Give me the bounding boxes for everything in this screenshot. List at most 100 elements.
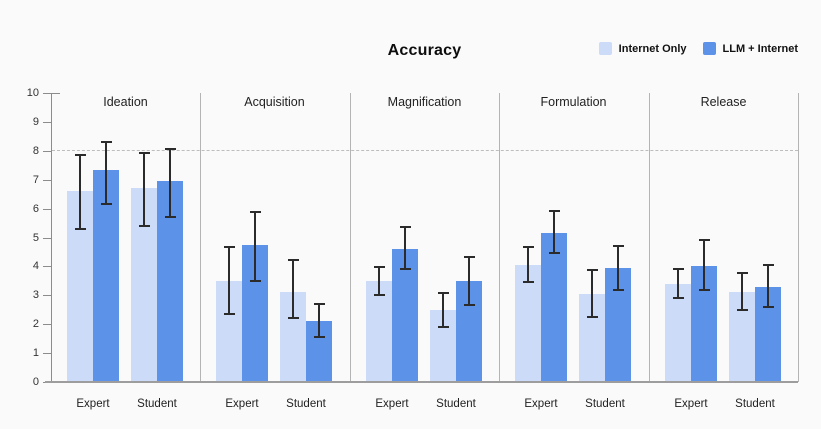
error-bar-cap-top — [400, 226, 411, 228]
error-bar-line — [143, 152, 145, 226]
error-bar-cap-bottom — [400, 268, 411, 270]
y-tick — [43, 122, 51, 123]
error-bar-cap-bottom — [139, 225, 150, 227]
error-bar-cap-top — [374, 266, 385, 268]
x-group-label: Student — [286, 398, 326, 410]
panel-title: Formulation — [540, 95, 607, 109]
error-bar-line — [553, 210, 555, 253]
error-bar-line — [591, 269, 593, 317]
y-tick-label: 5 — [32, 232, 39, 244]
legend-item-internet-only: Internet Only — [598, 42, 687, 55]
error-bar-cap-bottom — [699, 289, 710, 291]
x-group-label: Expert — [524, 398, 558, 410]
y-tick — [43, 295, 51, 296]
legend-item-llm-internet: LLM + Internet — [702, 42, 798, 55]
error-bar-cap-bottom — [464, 304, 475, 306]
error-bar-cap-bottom — [587, 316, 598, 318]
y-tick-label: 8 — [32, 145, 39, 157]
y-tick-label: 2 — [32, 318, 39, 330]
panel-title: Release — [700, 95, 747, 109]
y-tick-label: 9 — [32, 116, 39, 128]
error-bar-line — [468, 256, 470, 305]
y-tick — [43, 353, 51, 354]
error-bar-cap-top — [699, 239, 710, 241]
error-bar-cap-bottom — [224, 313, 235, 315]
bar-formulation-expert-internet-only — [515, 265, 541, 381]
y-tick — [43, 151, 51, 152]
error-bar-cap-bottom — [75, 228, 86, 230]
x-group-label: Student — [735, 398, 775, 410]
x-group-label: Expert — [375, 398, 409, 410]
panel-title: Ideation — [103, 95, 148, 109]
error-bar-line — [169, 148, 171, 217]
error-bar-cap-top — [75, 154, 86, 156]
panel-title: Magnification — [387, 95, 462, 109]
error-bar-cap-bottom — [763, 306, 774, 308]
error-bar-cap-bottom — [673, 297, 684, 299]
error-bar-cap-top — [314, 303, 325, 305]
error-bar-line — [105, 141, 107, 204]
reference-line — [52, 150, 798, 151]
panel-title: Acquisition — [244, 95, 305, 109]
error-bar-cap-top — [139, 152, 150, 154]
error-bar-cap-bottom — [438, 326, 449, 328]
panel-divider — [499, 93, 500, 382]
y-tick-label: 4 — [32, 260, 39, 272]
error-bar-cap-top — [763, 264, 774, 266]
panel-divider — [350, 93, 351, 382]
bar-magnification-expert-internet-only — [366, 281, 392, 381]
error-bar-line — [292, 259, 294, 318]
y-tick — [43, 266, 51, 267]
x-axis-baseline — [45, 381, 798, 383]
error-bar-cap-top — [464, 256, 475, 258]
error-bar-cap-top — [549, 210, 560, 212]
error-bar-line — [378, 266, 380, 295]
y-tick — [43, 93, 51, 94]
error-bar-line — [442, 292, 444, 327]
error-bar-cap-bottom — [374, 294, 385, 296]
error-bar-cap-top — [613, 245, 624, 247]
y-tick-label: 0 — [32, 376, 39, 388]
y-tick — [43, 238, 51, 239]
y-tick-label: 1 — [32, 347, 39, 359]
chart-title: Accuracy — [387, 42, 462, 59]
y-tick — [43, 324, 51, 325]
error-bar-cap-top — [250, 211, 261, 213]
x-group-label: Student — [436, 398, 476, 410]
error-bar-line — [767, 264, 769, 307]
bar-ideation-expert-llm-internet — [93, 170, 119, 381]
panel-divider — [649, 93, 650, 382]
error-bar-cap-top — [101, 141, 112, 143]
error-bar-line — [318, 303, 320, 337]
y-tick-label: 10 — [26, 87, 39, 99]
x-group-label: Expert — [225, 398, 259, 410]
error-bar-cap-bottom — [314, 336, 325, 338]
error-bar-cap-bottom — [737, 309, 748, 311]
error-bar-cap-top — [288, 259, 299, 261]
bar-release-expert-internet-only — [665, 284, 691, 381]
error-bar-line — [703, 239, 705, 290]
y-tick — [43, 209, 51, 210]
legend-label-internet-only: Internet Only — [618, 42, 687, 55]
error-bar-line — [228, 246, 230, 314]
error-bar-cap-top — [673, 268, 684, 270]
bar-magnification-expert-llm-internet — [392, 249, 418, 381]
y-tick-label: 6 — [32, 203, 39, 215]
plot-right-border — [798, 93, 799, 382]
x-group-label: Student — [585, 398, 625, 410]
x-group-label: Student — [137, 398, 177, 410]
error-bar-cap-top — [587, 269, 598, 271]
error-bar-cap-top — [165, 148, 176, 150]
error-bar-line — [254, 211, 256, 281]
error-bar-cap-bottom — [250, 280, 261, 282]
y-axis-line — [51, 93, 52, 382]
error-bar-line — [677, 268, 679, 298]
bar-formulation-expert-llm-internet — [541, 233, 567, 381]
error-bar-cap-bottom — [165, 216, 176, 218]
legend: Internet Only LLM + Internet — [598, 42, 798, 55]
error-bar-line — [527, 246, 529, 282]
y-tick — [43, 180, 51, 181]
error-bar-line — [741, 272, 743, 310]
